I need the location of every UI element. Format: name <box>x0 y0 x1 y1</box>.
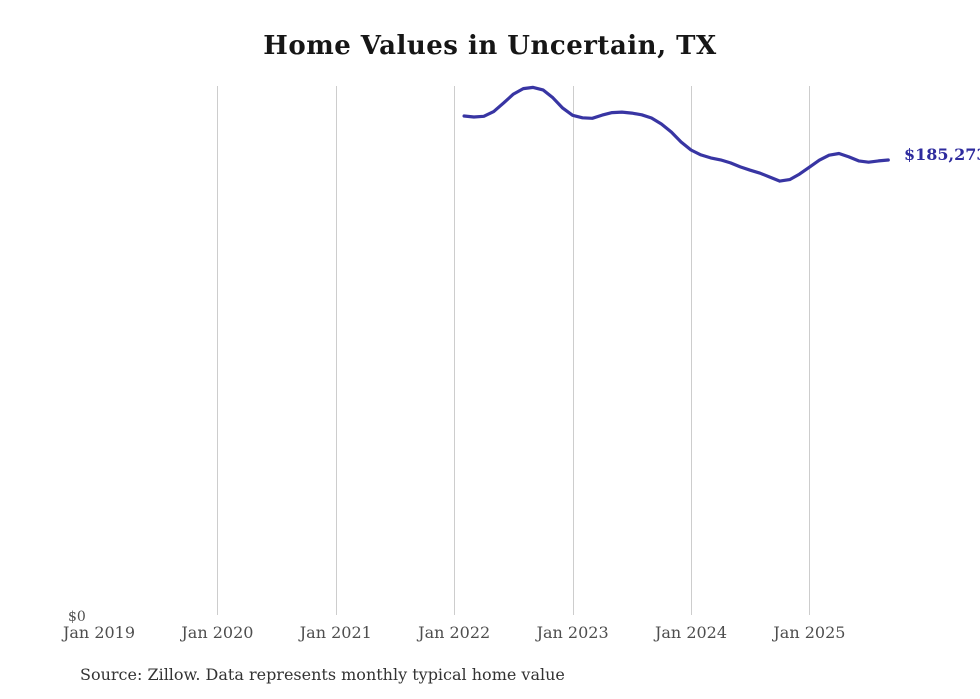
vertical-gridline <box>335 86 337 615</box>
home-value-line <box>462 85 890 183</box>
source-note: Source: Zillow. Data represents monthly … <box>80 665 565 684</box>
x-tick-label: Jan 2021 <box>299 623 372 642</box>
vertical-gridline <box>691 86 692 615</box>
x-tick-label: Jan 2020 <box>181 623 254 642</box>
vertical-gridline <box>809 86 811 615</box>
vertical-gridline <box>217 86 219 615</box>
x-tick-label: Jan 2025 <box>773 623 846 642</box>
x-tick-label: Jan 2022 <box>418 623 491 642</box>
x-tick-label: Jan 2023 <box>536 623 609 642</box>
final-value-label: $185,273 <box>904 145 980 164</box>
vertical-gridline <box>454 86 456 615</box>
x-tick-label: Jan 2024 <box>654 623 728 642</box>
chart-title: Home Values in Uncertain, TX <box>263 31 717 61</box>
y-axis-zero-label: $0 <box>68 609 86 625</box>
vertical-gridline <box>572 86 574 615</box>
x-tick-label: Jan 2019 <box>62 623 136 642</box>
